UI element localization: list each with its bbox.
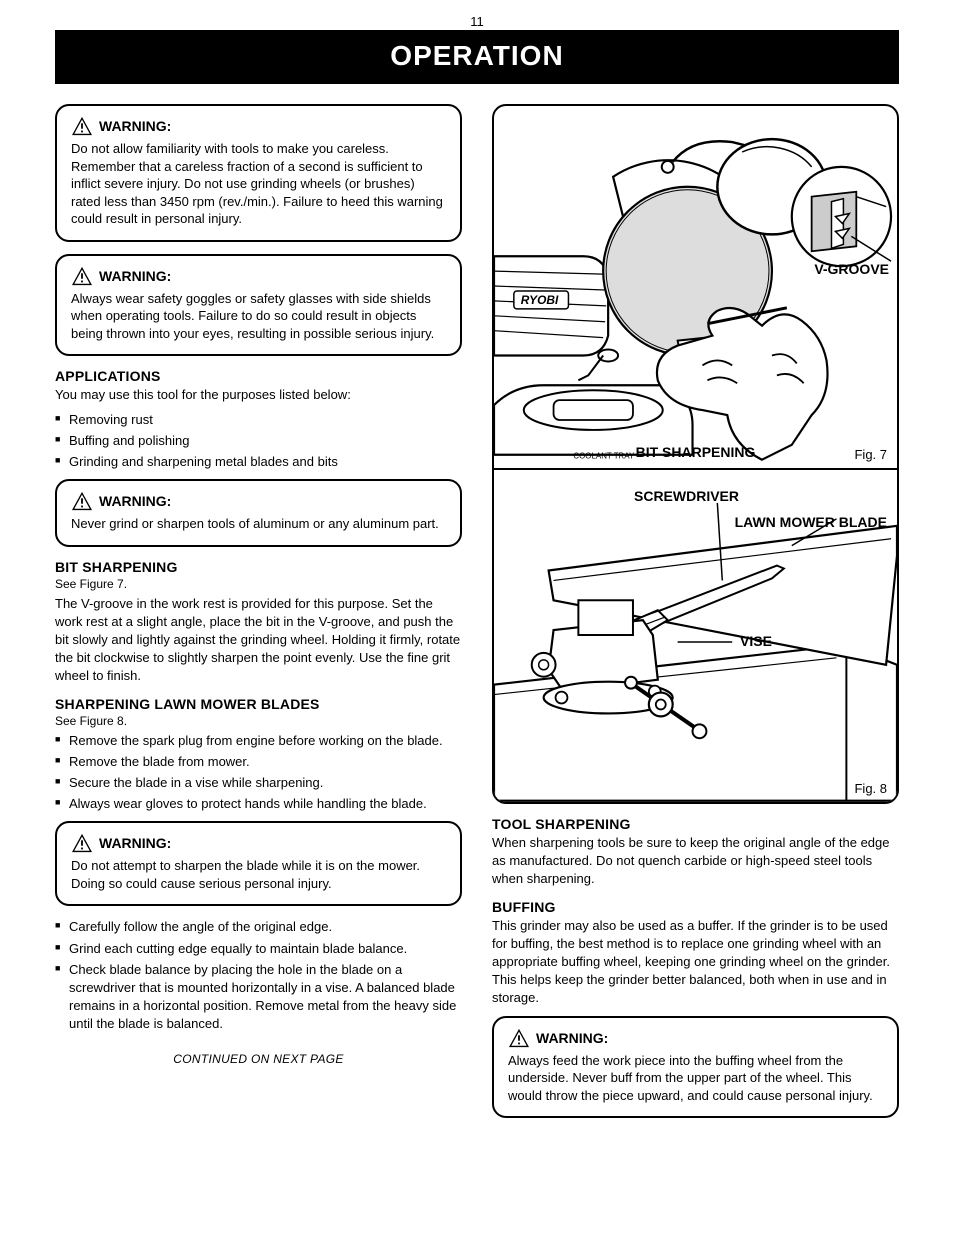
- see-figure-7: See Figure 7.: [55, 577, 462, 591]
- section-heading-mower-blades: SHARPENING LAWN MOWER BLADES: [55, 696, 462, 712]
- list-item: Grind each cutting edge equally to maint…: [55, 940, 462, 958]
- warning-title: WARNING:: [99, 493, 171, 509]
- figure-frame: COOLANT TRAY RYOBI: [492, 104, 899, 804]
- warning-text: Always wear safety goggles or safety gla…: [71, 290, 446, 343]
- section-heading-applications: APPLICATIONS: [55, 368, 462, 384]
- warning-title: WARNING:: [99, 835, 171, 851]
- list-item: Check blade balance by placing the hole …: [55, 961, 462, 1034]
- label-vise: VISE: [740, 633, 772, 649]
- warning-title: WARNING:: [99, 268, 171, 284]
- warning-icon: [508, 1028, 530, 1048]
- list-item: Buffing and polishing: [55, 432, 462, 450]
- apps-intro: You may use this tool for the purposes l…: [55, 386, 462, 404]
- right-column: COOLANT TRAY RYOBI: [492, 96, 899, 1130]
- left-column: WARNING: Do not allow familiarity with t…: [55, 96, 462, 1130]
- tool-text: When sharpening tools be sure to keep th…: [492, 834, 899, 889]
- section-heading-tool-sharpening: TOOL SHARPENING: [492, 816, 899, 832]
- columns: WARNING: Do not allow familiarity with t…: [55, 96, 899, 1130]
- warning-box-5: WARNING: Always feed the work piece into…: [492, 1016, 899, 1119]
- warning-box-3: WARNING: Never grind or sharpen tools of…: [55, 479, 462, 547]
- title-bar: OPERATION: [55, 30, 899, 84]
- warning-icon: [71, 491, 93, 511]
- warning-box-1: WARNING: Do not allow familiarity with t…: [55, 104, 462, 242]
- page: 11 OPERATION WARNING: Do not allow famil…: [0, 0, 954, 1235]
- buff-text: This grinder may also be used as a buffe…: [492, 917, 899, 1008]
- mower-list: Remove the spark plug from engine before…: [55, 732, 462, 814]
- figure-number-8: Fig. 8: [854, 781, 887, 796]
- list-item: Grinding and sharpening metal blades and…: [55, 453, 462, 471]
- figure-8: SCREWDRIVER LAWN MOWER BLADE VISE Fig. 8: [494, 470, 897, 802]
- brand-label: RYOBI: [521, 293, 559, 307]
- label-v-groove: V-GROOVE: [814, 261, 889, 277]
- warning-text: Never grind or sharpen tools of aluminum…: [71, 515, 446, 533]
- continue-note: CONTINUED ON NEXT PAGE: [55, 1052, 462, 1066]
- warning-icon: [71, 833, 93, 853]
- warning-text: Do not attempt to sharpen the blade whil…: [71, 857, 446, 892]
- list-item: Carefully follow the angle of the origin…: [55, 918, 462, 936]
- list-item: Secure the blade in a vise while sharpen…: [55, 774, 462, 792]
- label-bit-sharpening: BIT SHARPENING: [494, 444, 897, 460]
- mower-list-2: Carefully follow the angle of the origin…: [55, 918, 462, 1033]
- warning-icon: [71, 116, 93, 136]
- see-figure-8: See Figure 8.: [55, 714, 462, 728]
- bit-text: The V-groove in the work rest is provide…: [55, 595, 462, 686]
- grinder-illustration: COOLANT TRAY RYOBI: [494, 106, 897, 468]
- section-heading-bit-sharpening: BIT SHARPENING: [55, 559, 462, 575]
- warning-title: WARNING:: [536, 1030, 608, 1046]
- warning-icon: [71, 266, 93, 286]
- warning-box-4: WARNING: Do not attempt to sharpen the b…: [55, 821, 462, 906]
- warning-box-2: WARNING: Always wear safety goggles or s…: [55, 254, 462, 357]
- page-number: 11: [0, 14, 954, 29]
- list-item: Remove the blade from mower.: [55, 753, 462, 771]
- warning-text: Do not allow familiarity with tools to m…: [71, 140, 446, 228]
- apps-list: Removing rust Buffing and polishing Grin…: [55, 411, 462, 472]
- warning-title: WARNING:: [99, 118, 171, 134]
- list-item: Removing rust: [55, 411, 462, 429]
- list-item: Remove the spark plug from engine before…: [55, 732, 462, 750]
- warning-text: Always feed the work piece into the buff…: [508, 1052, 883, 1105]
- figure-number-7: Fig. 7: [854, 447, 887, 462]
- list-item: Always wear gloves to protect hands whil…: [55, 795, 462, 813]
- label-screwdriver: SCREWDRIVER: [634, 488, 739, 504]
- label-lawn-mower-blade: LAWN MOWER BLADE: [735, 514, 887, 530]
- figure-7: COOLANT TRAY RYOBI: [494, 106, 897, 468]
- section-heading-buffing: BUFFING: [492, 899, 899, 915]
